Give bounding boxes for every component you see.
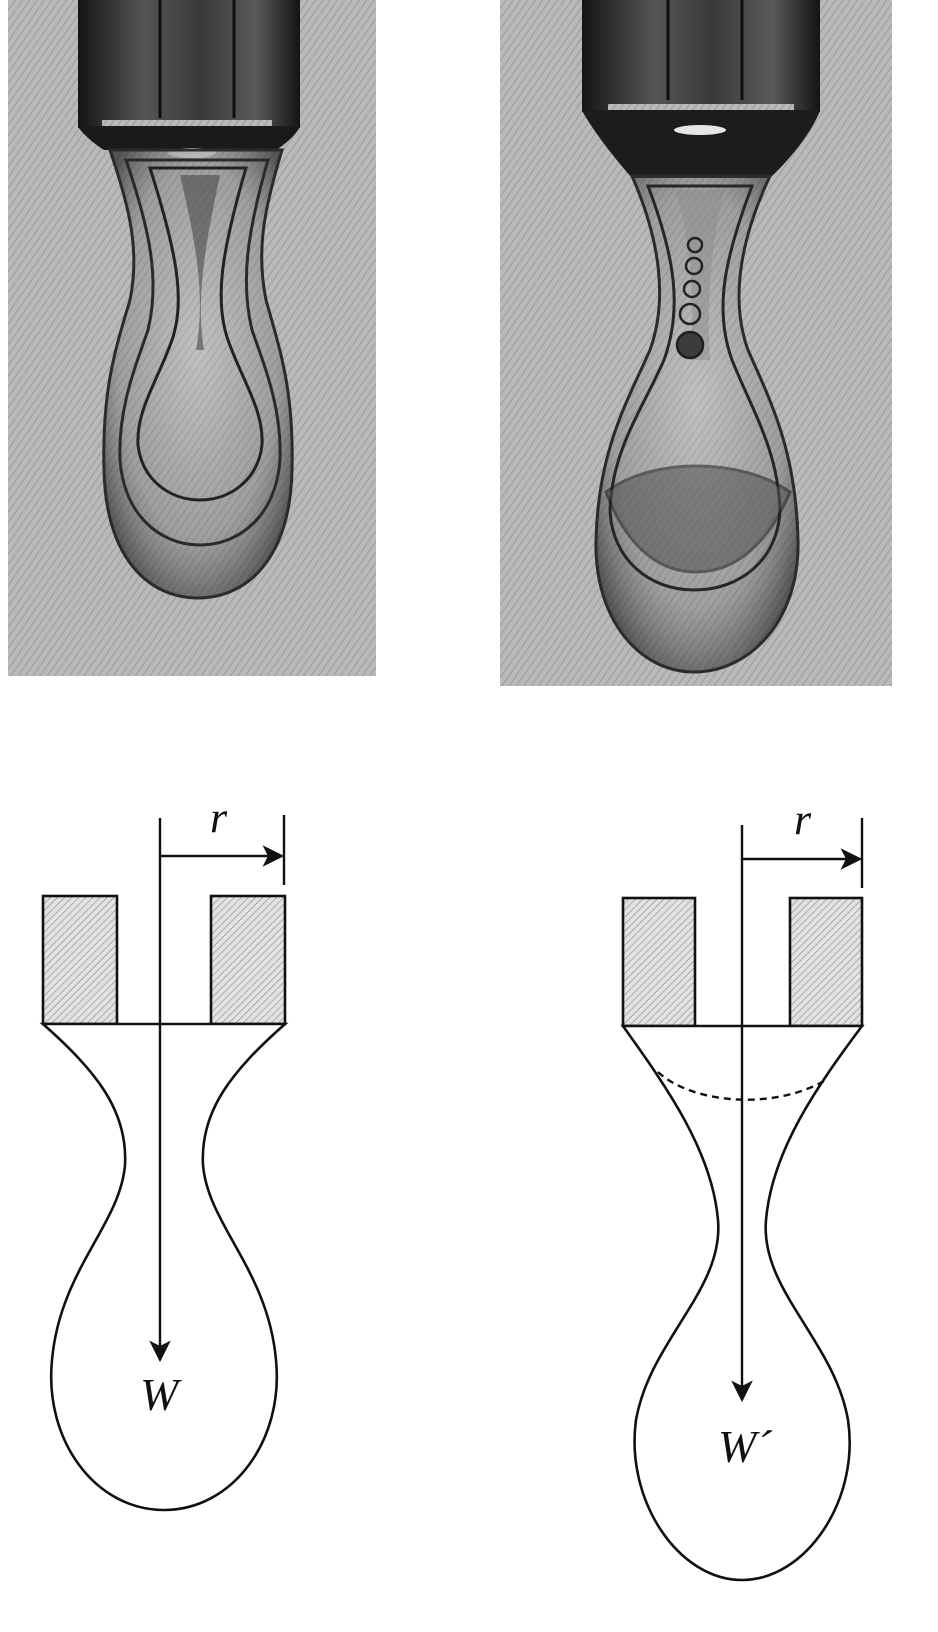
left-drop-outline <box>39 1022 289 1512</box>
left-drop-diagram: r W <box>39 793 289 1512</box>
right-drop-diagram: r W´ <box>620 795 865 1582</box>
left-tip-wall-right <box>209 894 287 1026</box>
right-drop-photo <box>500 0 892 686</box>
left-drop-photo <box>8 0 376 676</box>
right-radius-label: r <box>794 795 812 844</box>
left-tip-wall-left <box>41 894 119 1026</box>
left-radius-label: r <box>210 793 228 842</box>
right-neck-dashed-line <box>657 1071 827 1101</box>
right-tip-wall-left <box>621 896 697 1028</box>
right-tip-wall-right <box>788 896 864 1028</box>
left-weight-label: W <box>140 1369 182 1420</box>
right-weight-label: W´ <box>718 1421 772 1472</box>
